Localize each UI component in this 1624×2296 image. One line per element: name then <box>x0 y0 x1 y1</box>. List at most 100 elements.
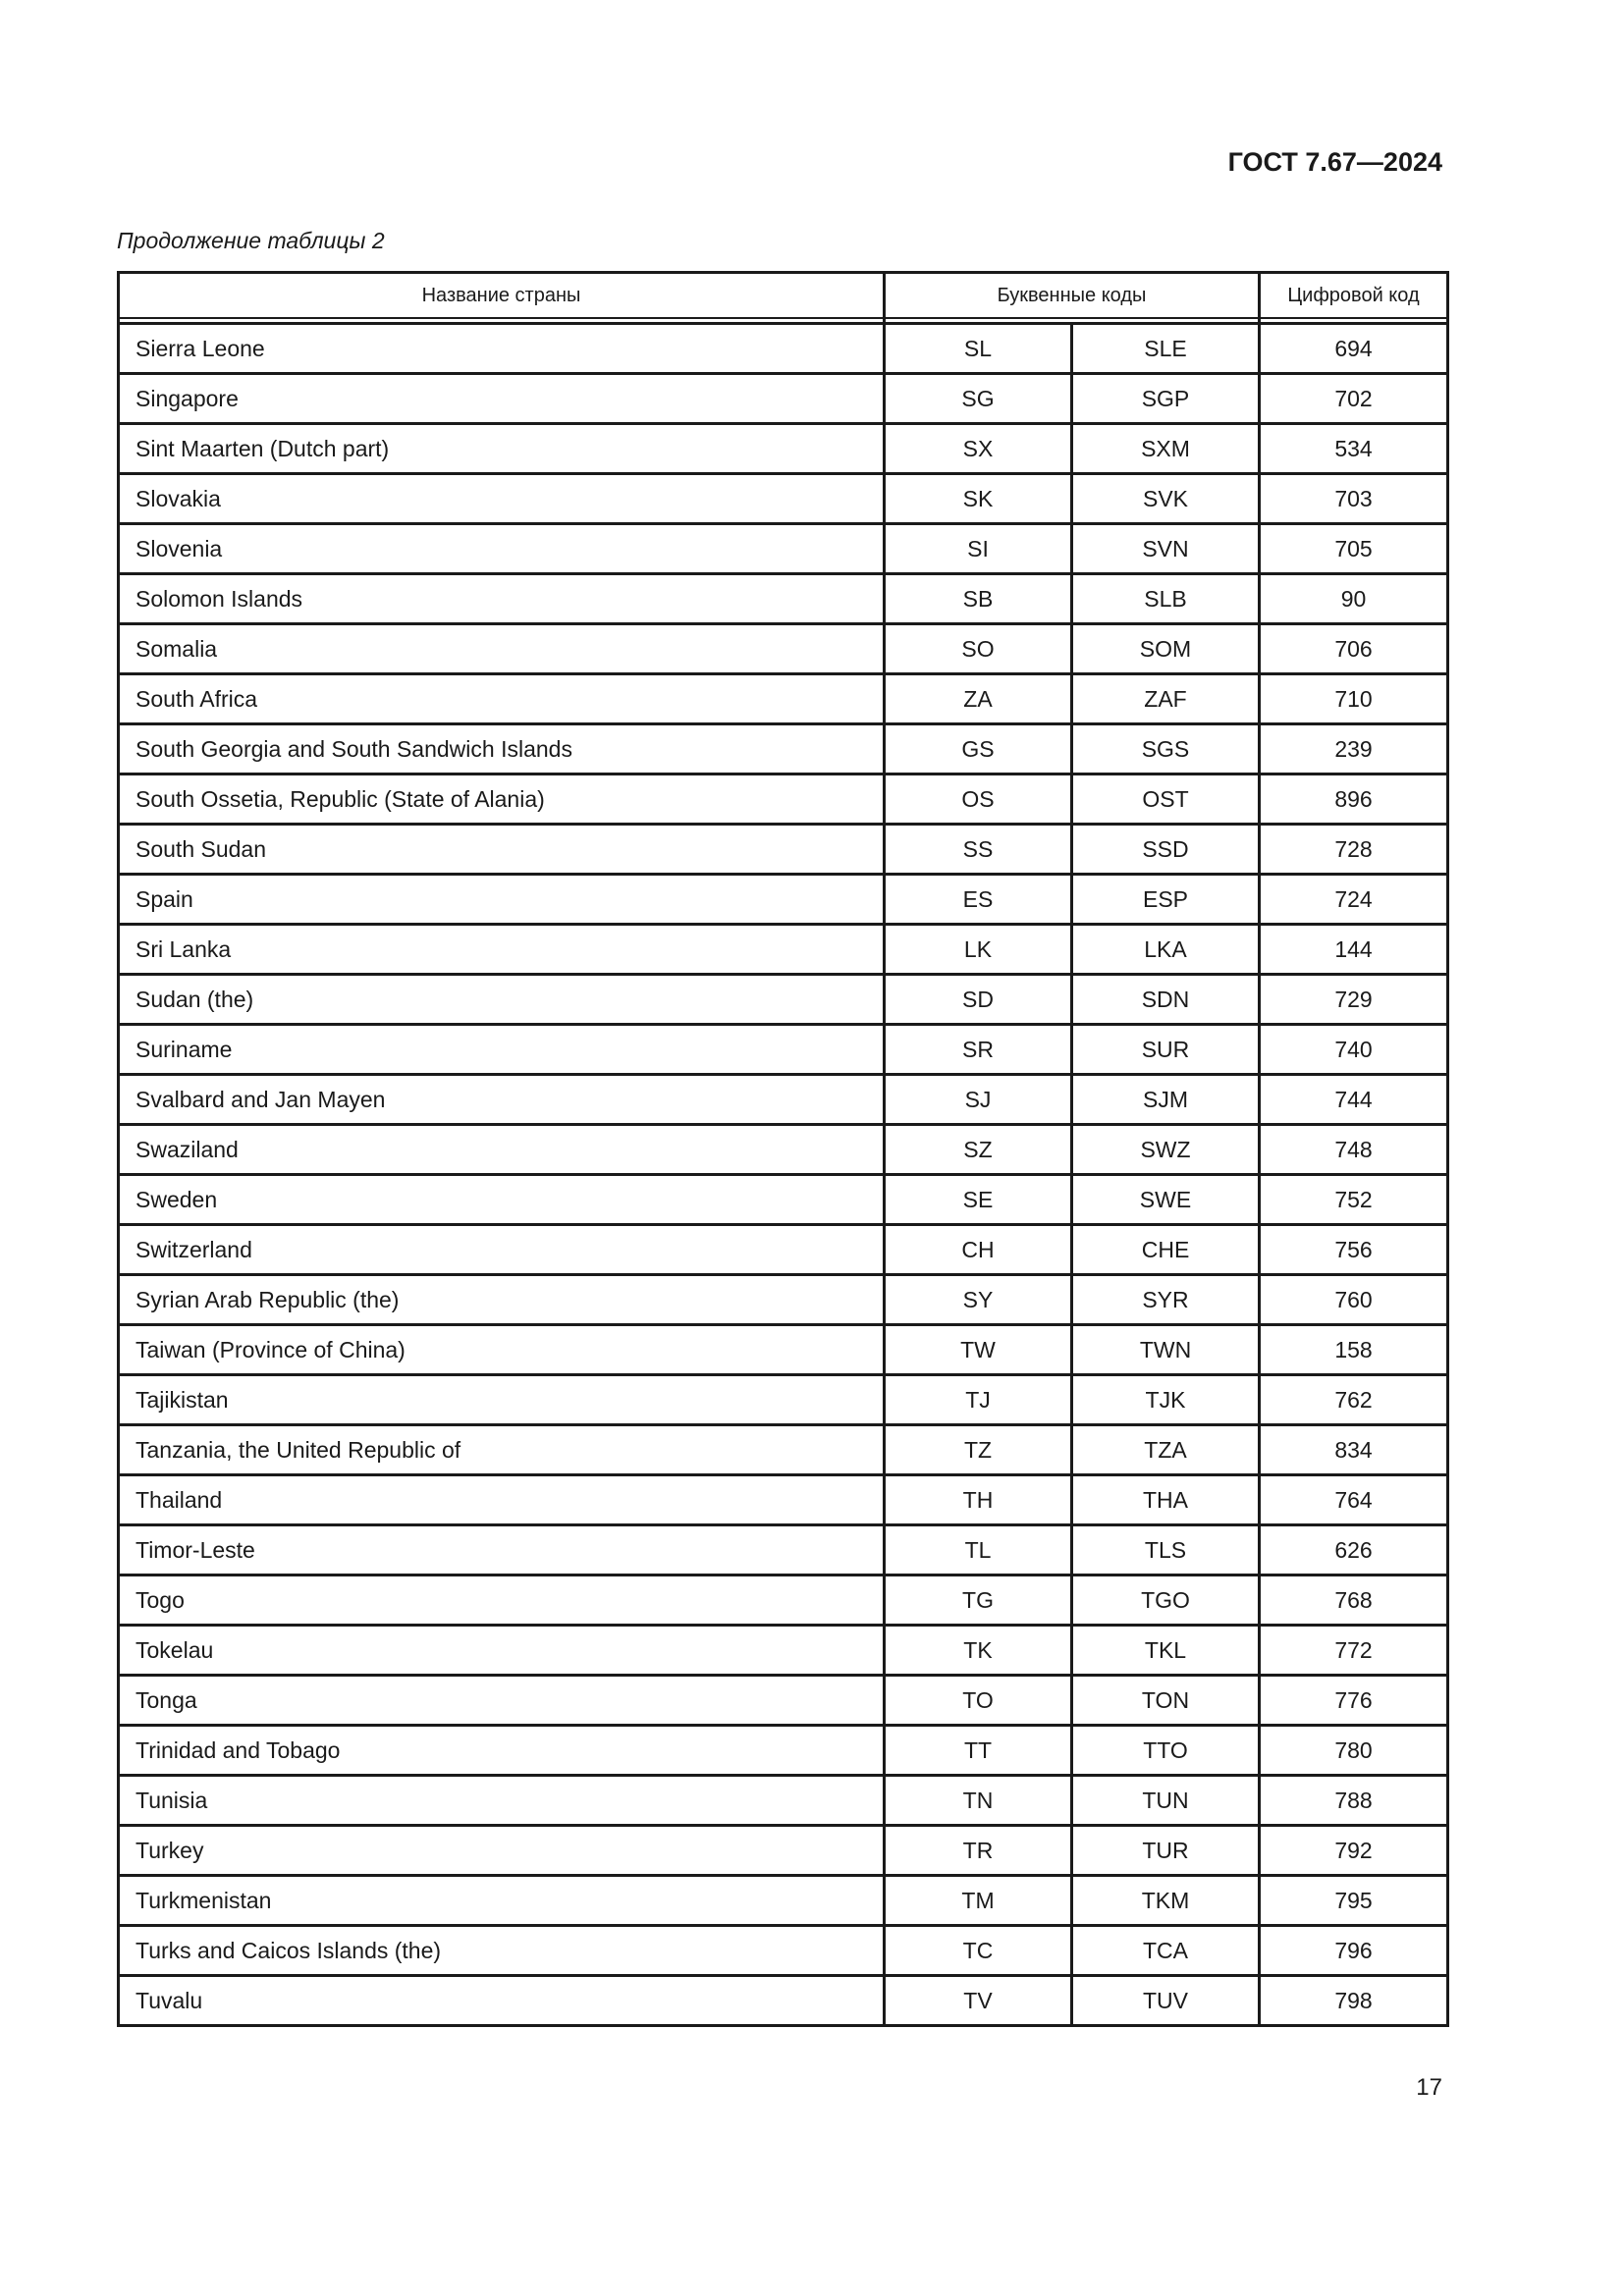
table-row: Turks and Caicos Islands (the) TC TCA 796 <box>117 1924 1449 1977</box>
table-row: Tokelau TK TKL 772 <box>117 1624 1449 1677</box>
table-row: Tunisia TN TUN 788 <box>117 1774 1449 1827</box>
alpha2-code: SJ <box>883 1073 1073 1126</box>
numeric-code: 90 <box>1258 572 1449 625</box>
country-name: Swaziland <box>117 1123 886 1176</box>
table-row: Slovenia SI SVN 705 <box>117 522 1449 575</box>
country-name: Switzerland <box>117 1223 886 1276</box>
alpha2-code: ZA <box>883 672 1073 725</box>
table-row: Tajikistan TJ TJK 762 <box>117 1373 1449 1426</box>
alpha3-code: SGS <box>1070 722 1261 775</box>
alpha3-code: TZA <box>1070 1423 1261 1476</box>
table-row: Sierra Leone SL SLE 694 <box>117 322 1449 375</box>
alpha3-code: OST <box>1070 773 1261 826</box>
country-name: South Georgia and South Sandwich Islands <box>117 722 886 775</box>
country-name: Sudan (the) <box>117 973 886 1026</box>
alpha2-code: OS <box>883 773 1073 826</box>
table-header-row: Название страны Буквенные коды Цифровой … <box>117 271 1449 318</box>
table-row: Swaziland SZ SWZ 748 <box>117 1123 1449 1176</box>
table-row: Tuvalu TV TUV 798 <box>117 1974 1449 2027</box>
numeric-code: 772 <box>1258 1624 1449 1677</box>
column-header-numeric-code: Цифровой код <box>1258 271 1449 318</box>
country-name: Tokelau <box>117 1624 886 1677</box>
table-row: Somalia SO SOM 706 <box>117 622 1449 675</box>
alpha2-code: SR <box>883 1023 1073 1076</box>
alpha2-code: SI <box>883 522 1073 575</box>
numeric-code: 710 <box>1258 672 1449 725</box>
numeric-code: 762 <box>1258 1373 1449 1426</box>
table-row: Sweden SE SWE 752 <box>117 1173 1449 1226</box>
alpha2-code: TV <box>883 1974 1073 2027</box>
table-row: South Africa ZA ZAF 710 <box>117 672 1449 725</box>
table-row: Solomon Islands SB SLB 90 <box>117 572 1449 625</box>
numeric-code: 744 <box>1258 1073 1449 1126</box>
alpha3-code: TKM <box>1070 1874 1261 1927</box>
numeric-code: 896 <box>1258 773 1449 826</box>
alpha2-code: TO <box>883 1674 1073 1727</box>
numeric-code: 756 <box>1258 1223 1449 1276</box>
alpha3-code: ESP <box>1070 873 1261 926</box>
table-row: South Ossetia, Republic (State of Alania… <box>117 773 1449 826</box>
alpha3-code: SUR <box>1070 1023 1261 1076</box>
alpha2-code: TZ <box>883 1423 1073 1476</box>
alpha3-code: SGP <box>1070 372 1261 425</box>
alpha3-code: SVN <box>1070 522 1261 575</box>
numeric-code: 728 <box>1258 823 1449 876</box>
table-row: Tonga TO TON 776 <box>117 1674 1449 1727</box>
table-caption: Продолжение таблицы 2 <box>117 228 385 253</box>
alpha2-code: SS <box>883 823 1073 876</box>
alpha3-code: CHE <box>1070 1223 1261 1276</box>
numeric-code: 144 <box>1258 923 1449 976</box>
alpha2-code: TM <box>883 1874 1073 1927</box>
country-name: Turkmenistan <box>117 1874 886 1927</box>
alpha3-code: SWE <box>1070 1173 1261 1226</box>
alpha2-code: SX <box>883 422 1073 475</box>
numeric-code: 798 <box>1258 1974 1449 2027</box>
numeric-code: 239 <box>1258 722 1449 775</box>
table-row: Singapore SG SGP 702 <box>117 372 1449 425</box>
table-row: Spain ES ESP 724 <box>117 873 1449 926</box>
country-name: South Africa <box>117 672 886 725</box>
numeric-code: 705 <box>1258 522 1449 575</box>
numeric-code: 626 <box>1258 1523 1449 1576</box>
alpha2-code: SD <box>883 973 1073 1026</box>
alpha2-code: LK <box>883 923 1073 976</box>
country-name: Suriname <box>117 1023 886 1076</box>
alpha3-code: SWZ <box>1070 1123 1261 1176</box>
alpha3-code: SOM <box>1070 622 1261 675</box>
alpha3-code: ZAF <box>1070 672 1261 725</box>
table-row: Slovakia SK SVK 703 <box>117 472 1449 525</box>
table-row: Sudan (the) SD SDN 729 <box>117 973 1449 1026</box>
table-row: Turkey TR TUR 792 <box>117 1824 1449 1877</box>
alpha2-code: TR <box>883 1824 1073 1877</box>
numeric-code: 724 <box>1258 873 1449 926</box>
country-name: Sri Lanka <box>117 923 886 976</box>
country-name: Tunisia <box>117 1774 886 1827</box>
numeric-code: 694 <box>1258 322 1449 375</box>
numeric-code: 534 <box>1258 422 1449 475</box>
numeric-code: 776 <box>1258 1674 1449 1727</box>
alpha3-code: TGO <box>1070 1574 1261 1627</box>
alpha3-code: TWN <box>1070 1323 1261 1376</box>
table-row: Switzerland CH CHE 756 <box>117 1223 1449 1276</box>
alpha3-code: TCA <box>1070 1924 1261 1977</box>
table-row: Sint Maarten (Dutch part) SX SXM 534 <box>117 422 1449 475</box>
country-codes-table: Название страны Буквенные коды Цифровой … <box>117 271 1449 2027</box>
alpha3-code: TUV <box>1070 1974 1261 2027</box>
country-name: Slovenia <box>117 522 886 575</box>
table-row: Trinidad and Tobago TT TTO 780 <box>117 1724 1449 1777</box>
table-row: Taiwan (Province of China) TW TWN 158 <box>117 1323 1449 1376</box>
country-name: Turkey <box>117 1824 886 1877</box>
numeric-code: 740 <box>1258 1023 1449 1076</box>
page-number: 17 <box>1416 2074 1442 2101</box>
alpha2-code: TH <box>883 1473 1073 1526</box>
country-name: Trinidad and Tobago <box>117 1724 886 1777</box>
numeric-code: 706 <box>1258 622 1449 675</box>
alpha3-code: TTO <box>1070 1724 1261 1777</box>
alpha3-code: THA <box>1070 1473 1261 1526</box>
alpha2-code: SL <box>883 322 1073 375</box>
alpha3-code: TKL <box>1070 1624 1261 1677</box>
alpha3-code: TJK <box>1070 1373 1261 1426</box>
alpha2-code: TT <box>883 1724 1073 1777</box>
alpha3-code: SLB <box>1070 572 1261 625</box>
country-name: Sint Maarten (Dutch part) <box>117 422 886 475</box>
